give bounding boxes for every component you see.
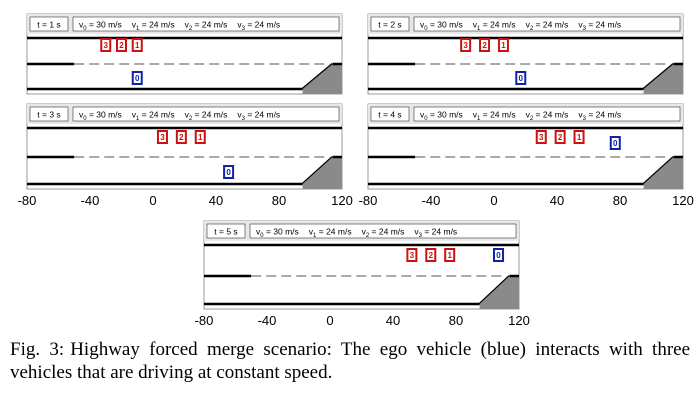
svg-text:3: 3 [104, 41, 109, 50]
road-diagram: t = 4 s v0 = 30 m/s v1 = 24 m/s v2 = 24 m/s… [367, 103, 684, 190]
road-shoulder [643, 64, 683, 94]
vehicle-3: 3 [460, 38, 472, 52]
speeds-box [413, 16, 681, 32]
vehicle-1: 1 [497, 38, 509, 52]
vehicle-1: 1 [573, 130, 585, 144]
time-box [29, 106, 69, 122]
axis-tick-label: -80 [194, 313, 214, 328]
caption-text: Highway forced merge scenario: The ego v… [10, 339, 691, 383]
speeds-label: v0 = 30 m/s v1 = 24 m/s v2 = 24 m/s v3 = 24… [420, 110, 621, 123]
ego-vehicle: 0 [493, 248, 505, 262]
time-label: t = 3 s [37, 110, 60, 120]
speeds-box [249, 223, 517, 239]
axis-tick-label: -40 [80, 193, 100, 208]
caption-label: Fig. 3: [10, 339, 65, 360]
axis-tick-label: 0 [490, 193, 498, 208]
speeds-label: v0 = 30 m/s v1 = 24 m/s v2 = 24 m/s v3 = 24… [79, 110, 280, 123]
time-label: t = 2 s [378, 20, 401, 30]
road-diagram: t = 1 s v0 = 30 m/s v1 = 24 m/s v2 = 24 m/s… [26, 13, 343, 95]
ego-vehicle: 0 [515, 71, 527, 85]
ego-vehicle: 0 [223, 165, 235, 179]
time-label: t = 1 s [37, 20, 60, 30]
axis-tick-label: 120 [508, 313, 530, 328]
svg-text:3: 3 [463, 41, 468, 50]
axis-tick-label: 0 [326, 313, 334, 328]
svg-text:2: 2 [179, 133, 184, 142]
road-diagram: t = 5 s v0 = 30 m/s v1 = 24 m/s v2 = 24 m/s… [203, 220, 520, 310]
speeds-label: v0 = 30 m/s v1 = 24 m/s v2 = 24 m/s v3 = 24… [79, 20, 280, 33]
scenario-panel-1: t = 1 s v0 = 30 m/s v1 = 24 m/s v2 = 24 m/s… [26, 13, 343, 95]
scenario-panel-5: t = 5 s v0 = 30 m/s v1 = 24 m/s v2 = 24 m/s… [203, 220, 520, 310]
vehicle-1: 1 [131, 38, 143, 52]
axis-tick-label: -40 [257, 313, 277, 328]
axis-tick-label: -80 [358, 193, 378, 208]
axis-tick-label: -40 [421, 193, 441, 208]
vehicle-3: 3 [406, 248, 418, 262]
road-diagram: t = 2 s v0 = 30 m/s v1 = 24 m/s v2 = 24 m/s… [367, 13, 684, 95]
vehicle-2: 2 [175, 130, 187, 144]
time-label: t = 4 s [378, 110, 401, 120]
svg-text:1: 1 [577, 133, 582, 142]
road-diagram: t = 3 s v0 = 30 m/s v1 = 24 m/s v2 = 24 m/s… [26, 103, 343, 190]
scenario-panel-2: t = 2 s v0 = 30 m/s v1 = 24 m/s v2 = 24 m/s… [367, 13, 684, 95]
speeds-box [72, 16, 340, 32]
vehicle-3: 3 [100, 38, 112, 52]
axis-tick-label: 80 [448, 313, 464, 328]
speeds-box [72, 106, 340, 122]
svg-text:3: 3 [160, 133, 165, 142]
vehicle-3: 3 [535, 130, 547, 144]
svg-text:2: 2 [482, 41, 487, 50]
svg-text:2: 2 [429, 251, 434, 260]
figure-caption: Fig. 3: Highway forced merge scenario: Th… [10, 338, 690, 384]
svg-text:0: 0 [519, 74, 524, 83]
speeds-label: v0 = 30 m/s v1 = 24 m/s v2 = 24 m/s v3 = 24… [256, 227, 457, 240]
time-box [370, 106, 410, 122]
svg-text:3: 3 [410, 251, 415, 260]
road-shoulder [302, 64, 342, 94]
vehicle-1: 1 [444, 248, 456, 262]
axis-tick-label: 40 [549, 193, 565, 208]
speeds-box [413, 106, 681, 122]
axis-tick-label: -80 [17, 193, 37, 208]
time-box [29, 16, 69, 32]
road-shoulder [479, 276, 519, 309]
vehicle-2: 2 [479, 38, 491, 52]
svg-text:3: 3 [539, 133, 544, 142]
speeds-label: v0 = 30 m/s v1 = 24 m/s v2 = 24 m/s v3 = 24… [420, 20, 621, 33]
svg-text:1: 1 [501, 41, 506, 50]
axis-tick-label: 40 [208, 193, 224, 208]
svg-text:0: 0 [496, 251, 501, 260]
svg-text:2: 2 [119, 41, 124, 50]
axis-tick-label: 40 [385, 313, 401, 328]
svg-text:0: 0 [613, 139, 618, 148]
road-shoulder [302, 157, 342, 189]
svg-text:1: 1 [198, 133, 203, 142]
vehicle-2: 2 [554, 130, 566, 144]
ego-vehicle: 0 [609, 136, 621, 150]
scenario-panel-4: t = 4 s v0 = 30 m/s v1 = 24 m/s v2 = 24 m/s… [367, 103, 684, 190]
scenario-panel-3: t = 3 s v0 = 30 m/s v1 = 24 m/s v2 = 24 m/s… [26, 103, 343, 190]
svg-text:0: 0 [226, 168, 231, 177]
vehicle-2: 2 [425, 248, 437, 262]
time-box [206, 223, 246, 239]
svg-text:1: 1 [447, 251, 452, 260]
time-box [370, 16, 410, 32]
ego-vehicle: 0 [131, 71, 143, 85]
axis-tick-label: 80 [612, 193, 628, 208]
axis-tick-label: 120 [672, 193, 694, 208]
time-label: t = 5 s [214, 227, 237, 237]
axis-tick-label: 120 [331, 193, 353, 208]
road-shoulder [643, 157, 683, 189]
axis-tick-label: 0 [149, 193, 157, 208]
svg-text:1: 1 [135, 41, 140, 50]
vehicle-2: 2 [116, 38, 127, 52]
vehicle-1: 1 [194, 130, 206, 144]
axis-tick-label: 80 [271, 193, 287, 208]
svg-text:2: 2 [558, 133, 563, 142]
vehicle-3: 3 [156, 130, 168, 144]
svg-text:0: 0 [135, 74, 140, 83]
